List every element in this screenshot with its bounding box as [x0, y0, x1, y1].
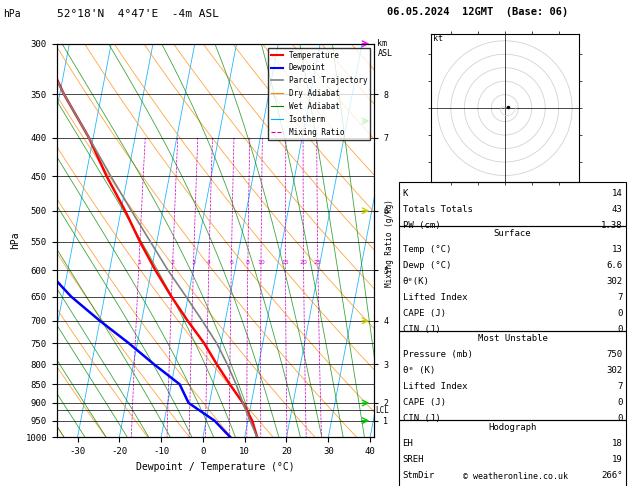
- Text: Temp (°C): Temp (°C): [403, 245, 451, 254]
- Text: 8: 8: [246, 260, 250, 265]
- Text: CAPE (J): CAPE (J): [403, 310, 445, 318]
- Text: 0: 0: [617, 414, 623, 423]
- Text: EH: EH: [403, 439, 413, 448]
- Text: Dewp (°C): Dewp (°C): [403, 261, 451, 270]
- Text: 18: 18: [612, 439, 623, 448]
- Text: 1.38: 1.38: [601, 221, 623, 230]
- Text: CAPE (J): CAPE (J): [403, 398, 445, 407]
- X-axis label: Dewpoint / Temperature (°C): Dewpoint / Temperature (°C): [136, 462, 295, 472]
- Text: Surface: Surface: [494, 229, 532, 238]
- Text: CIN (J): CIN (J): [403, 414, 440, 423]
- Legend: Temperature, Dewpoint, Parcel Trajectory, Dry Adiabat, Wet Adiabat, Isotherm, Mi: Temperature, Dewpoint, Parcel Trajectory…: [268, 48, 370, 139]
- Text: 302: 302: [606, 278, 623, 286]
- Text: 2: 2: [170, 260, 175, 265]
- Text: Lifted Index: Lifted Index: [403, 382, 467, 391]
- Text: Totals Totals: Totals Totals: [403, 205, 472, 214]
- Text: km
ASL: km ASL: [377, 39, 392, 58]
- Text: 14: 14: [612, 189, 623, 198]
- Text: θᵉ (K): θᵉ (K): [403, 366, 435, 375]
- Text: 0: 0: [617, 398, 623, 407]
- Y-axis label: hPa: hPa: [10, 232, 20, 249]
- Text: kt: kt: [433, 34, 443, 43]
- Text: 750: 750: [606, 350, 623, 359]
- Text: Mixing Ratio (g/kg): Mixing Ratio (g/kg): [386, 199, 394, 287]
- Text: K: K: [403, 189, 408, 198]
- Text: 06.05.2024  12GMT  (Base: 06): 06.05.2024 12GMT (Base: 06): [387, 7, 568, 17]
- Text: 15: 15: [282, 260, 289, 265]
- Text: 302: 302: [606, 366, 623, 375]
- Text: 7: 7: [617, 294, 623, 302]
- Text: 3: 3: [191, 260, 196, 265]
- Text: 0: 0: [617, 326, 623, 334]
- Text: 1: 1: [137, 260, 141, 265]
- Text: 6: 6: [230, 260, 233, 265]
- Text: Hodograph: Hodograph: [489, 423, 537, 432]
- Text: 10: 10: [257, 260, 265, 265]
- Text: CIN (J): CIN (J): [403, 326, 440, 334]
- Text: SREH: SREH: [403, 455, 424, 464]
- Text: 13: 13: [612, 245, 623, 254]
- Text: 43: 43: [612, 205, 623, 214]
- Text: 52°18'N  4°47'E  -4m ASL: 52°18'N 4°47'E -4m ASL: [57, 9, 219, 19]
- Text: 19: 19: [612, 455, 623, 464]
- Text: hPa: hPa: [3, 9, 21, 19]
- Text: StmDir: StmDir: [403, 471, 435, 480]
- Text: 6.6: 6.6: [606, 261, 623, 270]
- Text: PW (cm): PW (cm): [403, 221, 440, 230]
- Text: Pressure (mb): Pressure (mb): [403, 350, 472, 359]
- Text: 266°: 266°: [601, 471, 623, 480]
- Text: © weatheronline.co.uk: © weatheronline.co.uk: [464, 472, 568, 481]
- Text: 25: 25: [314, 260, 322, 265]
- Text: 4: 4: [207, 260, 211, 265]
- Text: 7: 7: [617, 382, 623, 391]
- Text: LCL: LCL: [375, 406, 389, 415]
- Text: θᵉ(K): θᵉ(K): [403, 278, 430, 286]
- Text: Most Unstable: Most Unstable: [477, 334, 548, 343]
- Text: 20: 20: [299, 260, 308, 265]
- Text: Lifted Index: Lifted Index: [403, 294, 467, 302]
- Text: 0: 0: [617, 310, 623, 318]
